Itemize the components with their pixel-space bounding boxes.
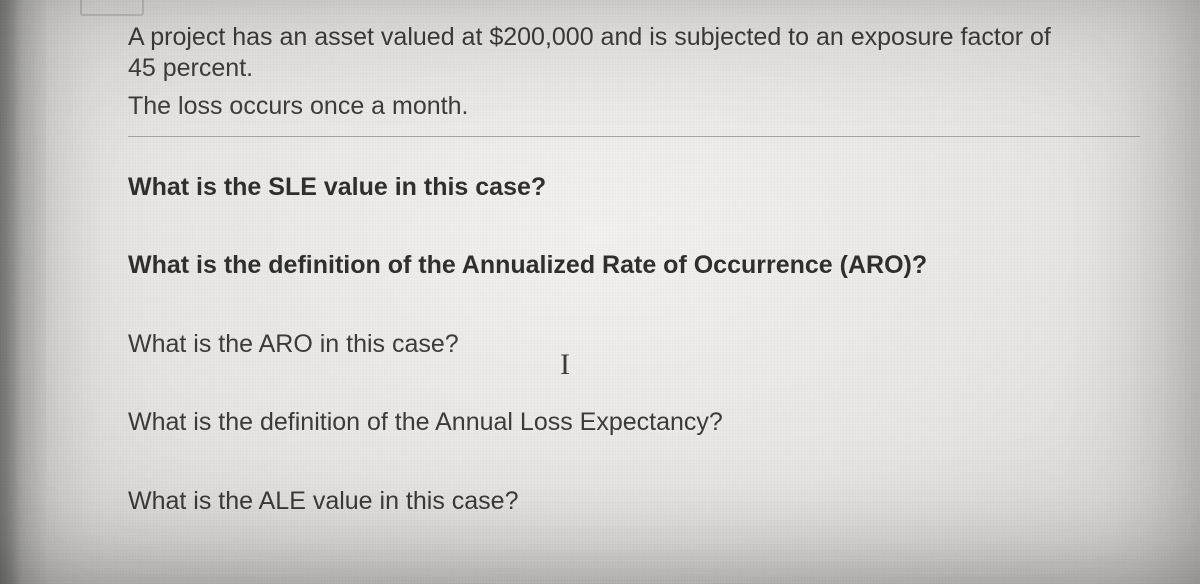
question-aro-definition: What is the definition of the Annualized…	[128, 249, 1140, 282]
problem-line-2: 45 percent.	[128, 53, 1140, 84]
questions-block: What is the SLE value in this case? What…	[128, 171, 1140, 518]
cropped-toolbar-fragment	[80, 0, 144, 16]
problem-line-1: A project has an asset valued at $200,00…	[128, 22, 1140, 53]
question-aro-value: What is the ARO in this case?	[128, 328, 1140, 361]
problem-line-3: The loss occurs once a month.	[128, 91, 1140, 122]
section-divider	[128, 136, 1140, 137]
question-ale-value: What is the ALE value in this case?	[128, 485, 1140, 518]
question-sle-value: What is the SLE value in this case?	[128, 171, 1140, 204]
problem-statement: A project has an asset valued at $200,00…	[128, 22, 1140, 122]
question-ale-definition: What is the definition of the Annual Los…	[128, 406, 1140, 439]
question-content: A project has an asset valued at $200,00…	[128, 22, 1140, 517]
text-cursor-caret: I	[560, 348, 570, 382]
screen-bezel-left	[0, 0, 46, 584]
